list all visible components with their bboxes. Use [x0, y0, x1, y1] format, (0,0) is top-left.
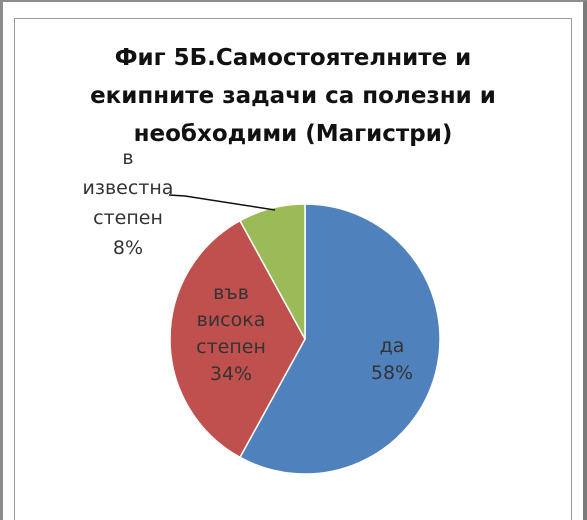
- slice-value-label-2: 8%: [113, 237, 143, 259]
- slice-label-line: висока: [197, 309, 266, 331]
- leader-line: [168, 194, 276, 211]
- slice-label-0: да 58%: [371, 335, 413, 384]
- chart-title-line-2: екипните задачи са полезни и: [90, 83, 496, 109]
- slice-label-line: във: [213, 282, 249, 304]
- slice-label-1: във висока степен 34%: [196, 282, 266, 385]
- slice-label-2: в известна степен 8%: [83, 147, 174, 259]
- chart-title: Фиг 5Б.Самостоятелните и екипните задачи…: [15, 39, 571, 153]
- pie-slice-1: [169, 219, 306, 459]
- slice-label-line: в: [122, 147, 133, 169]
- slice-label-line: степен: [93, 207, 163, 229]
- chart-title-line-1: Фиг 5Б.Самостоятелните и: [114, 45, 472, 71]
- chart-title-line-3: необходими (Магистри): [133, 121, 453, 147]
- slice-label-line: да: [380, 335, 405, 357]
- slice-label-line: известна: [83, 177, 174, 199]
- pie-slice-2: [238, 203, 306, 340]
- slice-label-line: степен: [196, 336, 266, 358]
- pie-slice-0: [238, 203, 441, 475]
- slice-value-label-1: 34%: [210, 363, 252, 385]
- slice-value-label-0: 58%: [371, 362, 413, 384]
